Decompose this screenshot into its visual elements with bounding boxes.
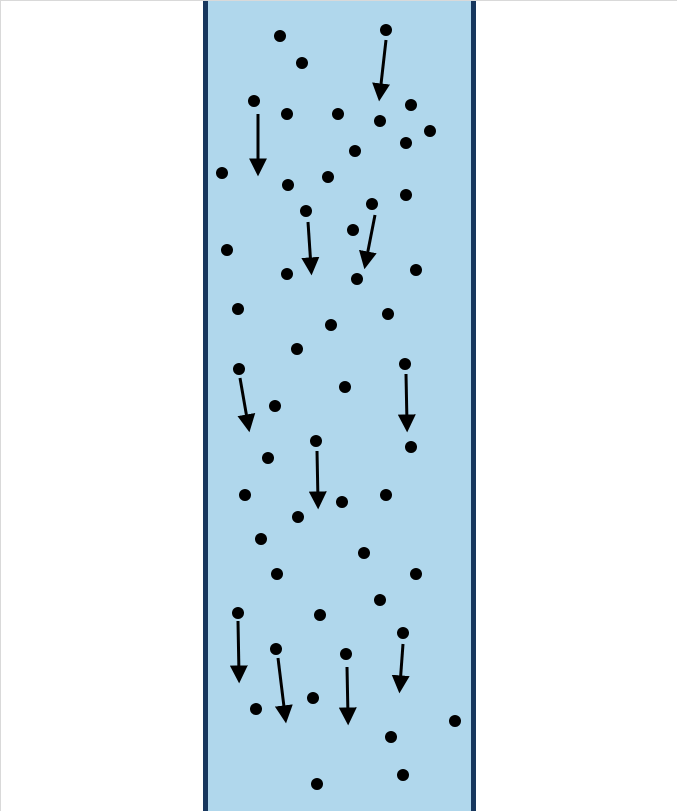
particle <box>399 358 411 370</box>
particle <box>358 547 370 559</box>
velocity-arrow <box>274 657 293 724</box>
particle <box>314 609 326 621</box>
particle <box>221 244 233 256</box>
particle <box>300 205 312 217</box>
particles <box>216 24 461 790</box>
particle <box>255 533 267 545</box>
particle <box>336 496 348 508</box>
particle <box>216 167 228 179</box>
particle <box>262 452 274 464</box>
particle <box>374 594 386 606</box>
particle <box>307 692 319 704</box>
particle <box>281 108 293 120</box>
particle <box>397 769 409 781</box>
particle <box>296 57 308 69</box>
particle <box>339 381 351 393</box>
velocity-arrow <box>229 620 248 684</box>
channel-wall-right <box>471 0 476 811</box>
velocity-arrow <box>359 214 377 270</box>
particle <box>239 489 251 501</box>
particle <box>274 30 286 42</box>
particle <box>400 189 412 201</box>
particle <box>325 319 337 331</box>
particle <box>351 273 363 285</box>
particle <box>340 648 352 660</box>
particle <box>424 125 436 137</box>
particle <box>385 731 397 743</box>
particle <box>380 489 392 501</box>
particle <box>281 268 293 280</box>
particle <box>347 224 359 236</box>
channel-wall-left <box>203 0 208 811</box>
particle <box>271 568 283 580</box>
particle <box>410 264 422 276</box>
particle <box>248 95 260 107</box>
particle <box>311 778 323 790</box>
particle <box>349 145 361 157</box>
particle <box>449 715 461 727</box>
particle <box>270 643 282 655</box>
velocity-arrow <box>308 450 327 510</box>
particle <box>332 108 344 120</box>
particle <box>322 171 334 183</box>
velocity-arrow <box>338 666 357 726</box>
particle <box>405 441 417 453</box>
particle <box>410 568 422 580</box>
velocity-arrows <box>229 39 416 726</box>
particle <box>232 607 244 619</box>
particle <box>250 703 262 715</box>
particle <box>366 198 378 210</box>
velocity-arrow <box>397 373 416 433</box>
particle <box>292 511 304 523</box>
particle <box>269 400 281 412</box>
velocity-arrow <box>301 221 320 276</box>
particle <box>405 99 417 111</box>
particle <box>397 627 409 639</box>
particle <box>291 343 303 355</box>
particle <box>282 179 294 191</box>
particle <box>400 137 412 149</box>
particle <box>374 115 386 127</box>
particle <box>233 363 245 375</box>
velocity-arrow <box>391 643 410 694</box>
particle <box>380 24 392 36</box>
velocity-arrow <box>372 39 391 102</box>
particle <box>310 435 322 447</box>
particle <box>382 308 394 320</box>
particle <box>232 303 244 315</box>
velocity-arrow <box>237 377 256 433</box>
